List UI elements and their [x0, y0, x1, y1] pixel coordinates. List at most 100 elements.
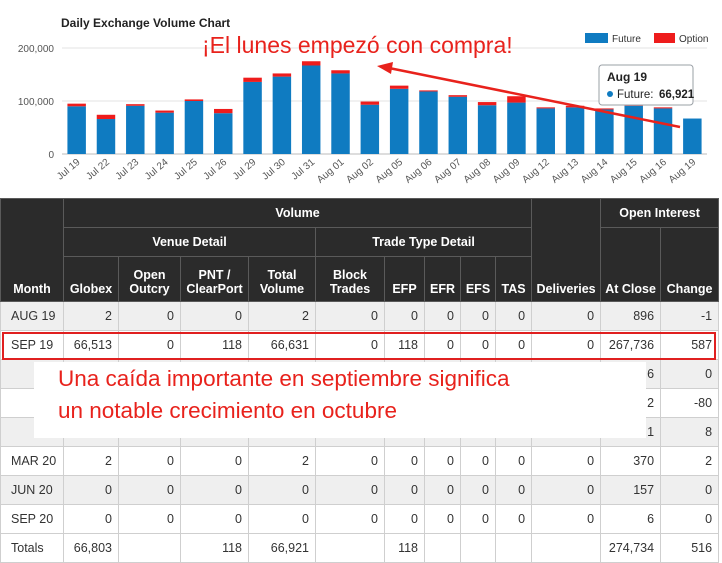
bar-option[interactable] [214, 108, 233, 114]
bar-option[interactable] [507, 96, 526, 103]
x-tick-label: Jul 19 [55, 157, 83, 183]
bar-future[interactable] [448, 96, 468, 154]
chart-bars [67, 61, 702, 154]
x-tick-label: Jul 22 [84, 157, 112, 183]
x-tick-label: Aug 07 [432, 157, 464, 186]
table-cell: 0 [118, 446, 181, 476]
table-cell: 157 [600, 475, 662, 505]
group-trade-type-detail: Trade Type Detail [314, 227, 533, 257]
bar-future[interactable] [683, 118, 702, 154]
bar-future[interactable] [565, 107, 585, 154]
bar-future[interactable] [477, 105, 497, 154]
y-tick-label: 100,000 [18, 97, 55, 108]
legend-label-option: Option [679, 34, 708, 45]
table-cell: MAR 20 [0, 446, 64, 476]
table-cell: 0 [384, 301, 425, 331]
table-cell: 0 [460, 475, 496, 505]
bar-option[interactable] [272, 73, 292, 77]
bar-option[interactable] [67, 103, 86, 107]
bar-option[interactable] [653, 107, 673, 109]
table-cell: 0 [180, 301, 249, 331]
table-cell: 0 [494, 301, 533, 331]
table-cell: AUG 19 [0, 301, 64, 331]
col-month: Month [0, 198, 64, 302]
x-tick-label: Aug 15 [608, 157, 640, 186]
table-cell: 0 [531, 475, 602, 505]
bar-option[interactable] [595, 108, 614, 110]
annotation-note-background [34, 362, 646, 438]
col-efs: EFS [460, 256, 496, 302]
bar-option[interactable] [536, 107, 555, 109]
bar-future[interactable] [126, 105, 145, 154]
bar-future[interactable] [536, 108, 555, 154]
bar-future[interactable] [360, 104, 380, 154]
table-cell: 6 [600, 504, 662, 534]
table-row: JUN 20 0 0 0 0 0 0 0 0 0 0 157 0 [0, 475, 720, 505]
bar-future[interactable] [389, 88, 409, 154]
table-cell: 2 [63, 301, 119, 331]
annotation-top-text: ¡El lunes empezó con compra! [202, 32, 513, 58]
bar-future[interactable] [96, 119, 116, 154]
col-pnt-clearport: PNT / ClearPort [180, 256, 249, 302]
bar-option[interactable] [184, 99, 204, 101]
bar-future[interactable] [331, 73, 350, 154]
bar-option[interactable] [155, 110, 174, 113]
table-cell [531, 533, 602, 563]
bar-option[interactable] [126, 104, 145, 106]
legend-label-future: Future [612, 34, 641, 45]
x-tick-label: Jul 29 [231, 157, 259, 183]
table-cell: 274,734 [600, 533, 662, 563]
annotation-bottom-line1: Una caída importante en septiembre signi… [58, 366, 510, 391]
table-cell: 0 [494, 504, 533, 534]
table-cell: 66,513 [63, 330, 119, 360]
table-cell: 0 [118, 330, 181, 360]
table-cell: 0 [180, 504, 249, 534]
bar-future[interactable] [214, 113, 233, 154]
table-cell [494, 533, 533, 563]
table-cell: 2 [660, 446, 720, 476]
table-cell [118, 533, 181, 563]
bar-future[interactable] [507, 102, 526, 154]
bar-future[interactable] [184, 101, 204, 154]
table-cell: 0 [660, 359, 720, 389]
table-cell [315, 533, 385, 563]
bar-option[interactable] [301, 61, 321, 66]
bar-future[interactable] [243, 81, 262, 154]
bar-option[interactable] [477, 102, 497, 106]
col-at-close: At Close [600, 227, 662, 302]
table-cell: 0 [424, 504, 461, 534]
bar-future[interactable] [419, 91, 438, 154]
table-cell: 0 [424, 446, 461, 476]
x-tick-label: Aug 09 [491, 157, 523, 186]
legend-item-option[interactable]: Option [654, 33, 708, 45]
table-cell: 0 [660, 475, 720, 505]
bar-option[interactable] [360, 101, 380, 105]
x-tick-label: Aug 12 [520, 157, 552, 186]
bar-option[interactable] [448, 95, 468, 97]
legend-item-future[interactable]: Future [585, 33, 641, 45]
bar-future[interactable] [653, 108, 673, 154]
table-cell: 118 [180, 533, 249, 563]
bar-future[interactable] [67, 106, 86, 154]
table-cell: 0 [248, 475, 316, 505]
chart-legend: Future Option [585, 33, 708, 45]
table-cell: SEP 20 [0, 504, 64, 534]
bar-future[interactable] [301, 65, 321, 154]
bar-option[interactable] [243, 77, 262, 82]
bar-option[interactable] [419, 90, 438, 92]
bar-future[interactable] [595, 109, 614, 154]
bar-option[interactable] [389, 85, 409, 89]
table-cell: 0 [248, 504, 316, 534]
bar-future[interactable] [155, 112, 174, 154]
x-tick-label: Aug 13 [550, 157, 582, 186]
bar-option[interactable] [96, 114, 116, 120]
y-tick-label: 200,000 [18, 44, 55, 55]
arrow-shaft [388, 66, 681, 129]
tooltip-series-dot [607, 91, 613, 97]
table-cell: Totals [0, 533, 64, 563]
x-tick-label: Jul 25 [172, 157, 200, 183]
bar-future[interactable] [624, 105, 643, 154]
table-cell: 0 [384, 446, 425, 476]
bar-option[interactable] [331, 70, 350, 74]
bar-future[interactable] [272, 76, 292, 154]
